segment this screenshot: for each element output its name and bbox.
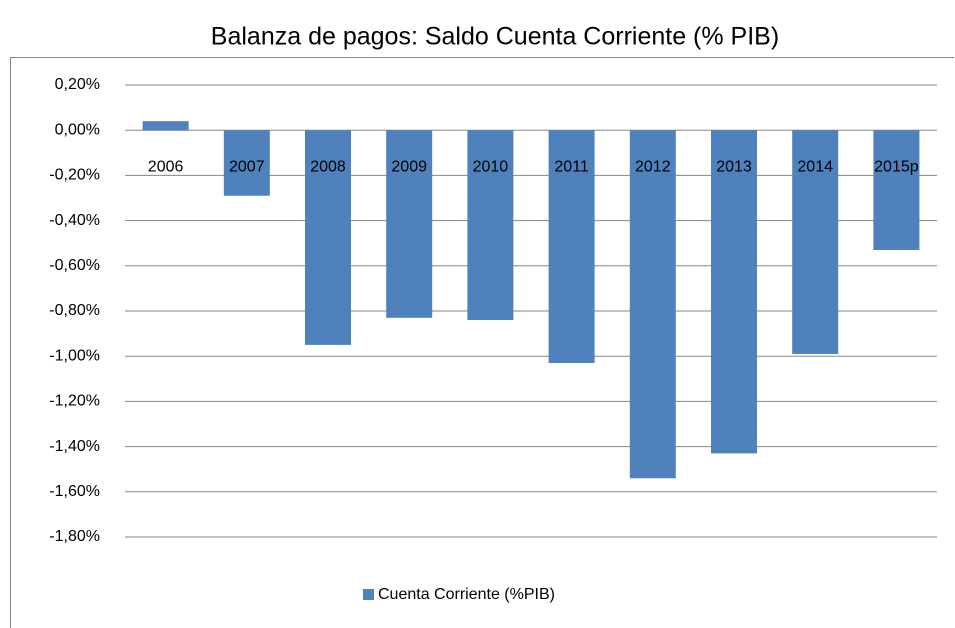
x-tick-label: 2006 bbox=[148, 158, 184, 175]
x-tick-label: 2014 bbox=[797, 158, 833, 175]
y-tick-label: -1,40% bbox=[49, 438, 100, 455]
x-tick-label: 2012 bbox=[635, 158, 671, 175]
x-tick-label: 2011 bbox=[554, 158, 589, 175]
y-tick-label: -0,20% bbox=[49, 167, 100, 184]
y-tick-label: -1,60% bbox=[49, 483, 100, 500]
bar bbox=[305, 130, 351, 345]
y-tick-label: -1,20% bbox=[49, 393, 100, 410]
bar bbox=[792, 130, 839, 354]
x-tick-label: 2015p bbox=[874, 158, 919, 175]
legend-swatch bbox=[363, 589, 374, 600]
bar bbox=[711, 130, 757, 454]
x-tick-label: 2008 bbox=[310, 158, 346, 175]
bar bbox=[467, 130, 514, 321]
y-tick-label: -0,80% bbox=[49, 302, 100, 319]
bar bbox=[142, 121, 189, 131]
bar bbox=[386, 130, 433, 318]
y-tick-label: 0,00% bbox=[55, 121, 100, 138]
y-tick-label: -1,80% bbox=[49, 528, 100, 545]
chart-title: Balanza de pagos: Saldo Cuenta Corriente… bbox=[211, 23, 779, 51]
x-tick-label: 2009 bbox=[391, 158, 427, 175]
bar bbox=[873, 130, 920, 250]
x-tick-label: 2013 bbox=[716, 158, 752, 175]
chart-frame bbox=[10, 57, 954, 628]
legend-label: Cuenta Corriente (%PIB) bbox=[378, 586, 555, 603]
x-tick-label: 2010 bbox=[473, 158, 509, 175]
y-tick-label: -0,40% bbox=[49, 212, 100, 229]
y-tick-label: -1,00% bbox=[49, 347, 100, 364]
y-tick-label: 0,20% bbox=[55, 76, 100, 93]
x-tick-label: 2007 bbox=[229, 158, 265, 175]
y-tick-label: -0,60% bbox=[49, 257, 100, 274]
bar bbox=[548, 130, 595, 363]
bar bbox=[223, 130, 270, 196]
bar bbox=[629, 130, 676, 479]
